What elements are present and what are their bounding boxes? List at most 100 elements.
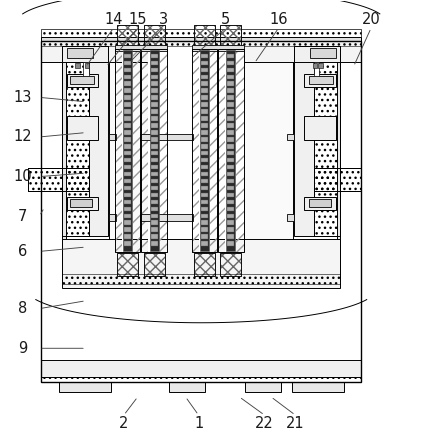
- Bar: [124, 68, 131, 72]
- Bar: [225, 49, 237, 253]
- Bar: [124, 61, 131, 65]
- Bar: [227, 193, 234, 197]
- Bar: [141, 49, 167, 253]
- Text: 13: 13: [13, 90, 32, 105]
- Bar: [201, 151, 208, 155]
- Bar: [62, 46, 89, 236]
- Bar: [83, 62, 89, 76]
- Bar: [41, 41, 361, 62]
- Bar: [227, 74, 234, 79]
- Bar: [287, 134, 294, 140]
- Bar: [201, 95, 208, 100]
- Bar: [124, 151, 131, 155]
- Bar: [124, 193, 131, 197]
- Bar: [151, 234, 158, 239]
- Bar: [151, 54, 158, 58]
- Bar: [151, 241, 158, 246]
- Bar: [124, 172, 131, 176]
- Bar: [220, 253, 241, 276]
- Bar: [124, 116, 131, 121]
- Bar: [109, 46, 293, 257]
- Bar: [218, 49, 244, 253]
- Bar: [227, 68, 234, 72]
- Bar: [191, 49, 217, 253]
- Bar: [201, 54, 208, 58]
- Bar: [201, 102, 208, 107]
- Bar: [124, 95, 131, 100]
- Bar: [151, 61, 158, 65]
- Bar: [227, 130, 234, 135]
- Bar: [201, 241, 208, 246]
- Bar: [117, 25, 138, 47]
- Bar: [227, 109, 234, 114]
- Bar: [124, 214, 131, 218]
- Bar: [41, 377, 361, 382]
- Bar: [124, 123, 131, 128]
- Bar: [227, 95, 234, 100]
- Bar: [144, 25, 165, 47]
- Bar: [115, 49, 140, 253]
- Bar: [124, 241, 131, 246]
- Text: 14: 14: [105, 12, 123, 27]
- Bar: [287, 214, 294, 221]
- Text: 21: 21: [286, 416, 305, 431]
- Bar: [124, 54, 131, 58]
- Bar: [148, 49, 160, 253]
- Bar: [227, 200, 234, 204]
- Bar: [201, 214, 208, 218]
- Bar: [227, 137, 234, 142]
- Bar: [151, 130, 158, 135]
- Bar: [66, 74, 98, 87]
- Bar: [66, 116, 98, 140]
- Bar: [201, 144, 208, 148]
- Bar: [117, 253, 138, 276]
- Bar: [160, 46, 244, 257]
- Bar: [227, 172, 234, 176]
- Bar: [220, 253, 241, 276]
- Bar: [194, 25, 215, 47]
- Bar: [124, 234, 131, 239]
- Bar: [227, 221, 234, 225]
- Bar: [314, 168, 361, 190]
- Bar: [201, 109, 208, 114]
- Bar: [227, 241, 234, 246]
- Bar: [151, 123, 158, 128]
- Bar: [227, 144, 234, 148]
- Bar: [201, 172, 208, 176]
- Bar: [62, 239, 340, 288]
- Bar: [310, 48, 336, 58]
- Bar: [70, 76, 94, 84]
- Bar: [227, 123, 234, 128]
- Bar: [201, 130, 208, 135]
- Text: 6: 6: [18, 244, 27, 259]
- Text: 12: 12: [13, 129, 32, 144]
- Bar: [115, 46, 167, 51]
- Bar: [201, 116, 208, 121]
- Bar: [124, 102, 131, 107]
- Bar: [141, 49, 167, 253]
- Text: 16: 16: [269, 12, 288, 27]
- Bar: [201, 206, 208, 211]
- Bar: [201, 234, 208, 239]
- Bar: [227, 82, 234, 86]
- Bar: [41, 41, 361, 46]
- Bar: [201, 158, 208, 163]
- Bar: [169, 382, 205, 392]
- Text: 1: 1: [194, 416, 203, 431]
- Bar: [109, 214, 116, 221]
- Bar: [62, 46, 66, 280]
- Bar: [28, 168, 89, 190]
- Bar: [41, 38, 361, 41]
- Bar: [124, 130, 131, 135]
- Bar: [151, 221, 158, 225]
- Bar: [144, 253, 165, 276]
- Bar: [62, 46, 89, 236]
- Bar: [151, 116, 158, 121]
- Bar: [191, 46, 244, 51]
- Bar: [201, 186, 208, 190]
- Bar: [313, 63, 318, 68]
- Bar: [201, 123, 208, 128]
- Bar: [58, 382, 111, 392]
- Bar: [124, 186, 131, 190]
- Text: 8: 8: [18, 301, 27, 316]
